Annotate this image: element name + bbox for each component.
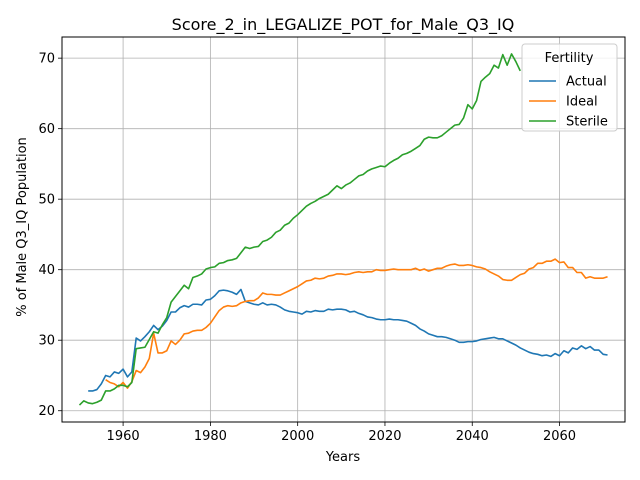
legend-label-actual: Actual xyxy=(566,75,607,90)
series-lines xyxy=(78,53,608,406)
chart-title: Score_2_in_LEGALIZE_POT_for_Male_Q3_IQ xyxy=(172,15,515,35)
series-line-ideal xyxy=(105,258,608,389)
x-axis-label: Years xyxy=(325,450,361,465)
x-tick-label: 1960 xyxy=(107,429,140,444)
legend-label-ideal: Ideal xyxy=(566,95,598,110)
y-tick-label: 50 xyxy=(38,193,55,208)
x-tick-label: 2060 xyxy=(543,429,576,444)
x-tick-label: 2020 xyxy=(368,429,401,444)
y-axis-label: % of Male Q3_IQ Population xyxy=(15,137,30,317)
legend-title: Fertility xyxy=(545,51,594,66)
legend-label-sterile: Sterile xyxy=(566,115,608,130)
y-tick-label: 20 xyxy=(38,404,55,419)
series-line-actual xyxy=(88,288,608,392)
x-axis-ticks: 1960 1980 2000 2020 2040 2060 xyxy=(107,422,576,444)
x-tick-label: 1980 xyxy=(194,429,227,444)
y-tick-label: 70 xyxy=(38,52,55,67)
y-tick-label: 30 xyxy=(38,334,55,349)
legend-box xyxy=(521,43,618,132)
plot-frame xyxy=(61,36,626,423)
y-tick-label: 40 xyxy=(38,263,55,278)
x-tick-label: 2000 xyxy=(281,429,314,444)
legend: Fertility Actual Ideal Sterile xyxy=(521,43,618,132)
series-line-sterile xyxy=(78,53,521,406)
x-tick-label: 2040 xyxy=(456,429,489,444)
y-tick-label: 60 xyxy=(38,122,55,137)
y-axis-ticks: 20 30 40 50 60 70 xyxy=(38,52,62,419)
